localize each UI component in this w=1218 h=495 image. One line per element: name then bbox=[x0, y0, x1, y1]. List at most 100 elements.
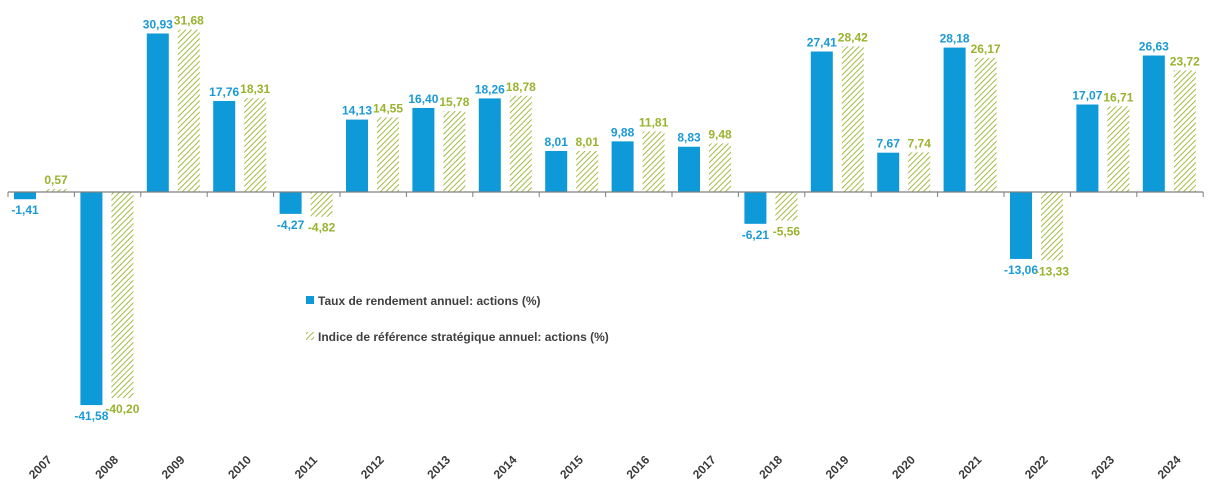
value-label-series-b-2023: 16,71 bbox=[1103, 90, 1133, 104]
value-labels: -1,41 0,57 -41,58-40,20 30,93 31,68 17,76 18,3… bbox=[11, 14, 1200, 423]
value-label-series-a-2014: 18,26 bbox=[475, 82, 505, 96]
x-tick-label-2014: 2014 bbox=[491, 453, 520, 482]
value-label-series-a-2018: -6,21 bbox=[742, 228, 770, 242]
bar-series-a-2024 bbox=[1142, 55, 1165, 192]
legend-item-series-a: Taux de rendement annuel: actions (%) bbox=[306, 294, 540, 308]
value-label-series-b-2012: 14,55 bbox=[373, 101, 403, 115]
value-label-series-a-2015: 8,01 bbox=[545, 135, 569, 149]
value-label-series-a-2023: 17,07 bbox=[1072, 89, 1102, 103]
x-tick-label-2016: 2016 bbox=[624, 453, 653, 482]
bar-series-a-2022 bbox=[1010, 192, 1032, 259]
bar-series-a-2019 bbox=[810, 51, 833, 193]
value-label-series-a-2012: 14,13 bbox=[342, 104, 372, 118]
bar-series-b-2009 bbox=[177, 29, 200, 192]
value-label-series-a-2019: 27,41 bbox=[807, 36, 837, 50]
legend: Taux de rendement annuel: actions (%) In… bbox=[306, 294, 609, 344]
bar-series-b-2021 bbox=[974, 57, 997, 192]
value-label-series-a-2024: 26,63 bbox=[1139, 40, 1169, 54]
x-tick-label-2015: 2015 bbox=[557, 453, 586, 482]
bar-series-b-2010 bbox=[244, 98, 267, 192]
x-tick-label-2020: 2020 bbox=[889, 453, 918, 482]
value-label-series-b-2022: -13,33 bbox=[1035, 264, 1069, 278]
x-tick-label-2019: 2019 bbox=[823, 453, 852, 482]
value-label-series-b-2013: 15,78 bbox=[439, 95, 469, 109]
x-tick-label-2023: 2023 bbox=[1088, 453, 1117, 482]
value-label-series-b-2010: 18,31 bbox=[240, 82, 270, 96]
x-tick-label-2021: 2021 bbox=[956, 453, 985, 482]
x-tick-label-2010: 2010 bbox=[225, 453, 254, 482]
legend-swatch-series-a bbox=[306, 296, 314, 304]
x-tick-label-2008: 2008 bbox=[92, 453, 121, 482]
value-label-series-a-2016: 9,88 bbox=[611, 125, 635, 139]
bar-series-b-2011 bbox=[310, 192, 333, 217]
legend-label-series-a: Taux de rendement annuel: actions (%) bbox=[318, 294, 540, 308]
bar-series-a-2018 bbox=[744, 192, 767, 224]
bar-series-a-2021 bbox=[943, 47, 966, 192]
value-label-series-b-2024: 23,72 bbox=[1170, 54, 1200, 68]
x-tick-label-2011: 2011 bbox=[292, 453, 321, 482]
bar-series-a-2017 bbox=[678, 146, 700, 192]
bar-series-a-2010 bbox=[213, 100, 236, 192]
bar-series-b-2008 bbox=[111, 192, 134, 399]
bar-series-b-2019 bbox=[841, 46, 864, 192]
bar-series-b-2023 bbox=[1107, 106, 1130, 192]
bar-series-b-2012 bbox=[377, 117, 399, 192]
value-label-series-b-2008: -40,20 bbox=[105, 402, 139, 416]
x-tick-label-2012: 2012 bbox=[358, 453, 387, 482]
bar-series-b-2015 bbox=[576, 150, 599, 192]
x-tick-label-2022: 2022 bbox=[1022, 453, 1051, 482]
bars-group bbox=[14, 29, 1196, 406]
value-label-series-b-2014: 18,78 bbox=[506, 80, 536, 94]
value-label-series-b-2019: 28,42 bbox=[838, 30, 868, 44]
value-label-series-a-2010: 17,76 bbox=[209, 85, 239, 99]
bar-series-b-2024 bbox=[1173, 70, 1196, 192]
value-label-series-b-2016: 11,81 bbox=[639, 115, 669, 129]
bar-series-b-2018 bbox=[775, 192, 798, 221]
value-label-series-b-2017: 9,48 bbox=[708, 127, 732, 141]
value-label-series-a-2007: -1,41 bbox=[11, 203, 39, 217]
bar-series-b-2014 bbox=[509, 95, 532, 192]
bar-series-a-2011 bbox=[279, 192, 302, 214]
bar-series-b-2017 bbox=[709, 143, 731, 192]
bar-series-b-2016 bbox=[642, 131, 665, 192]
value-label-series-b-2007: 0,57 bbox=[44, 173, 68, 187]
value-label-series-a-2021: 28,18 bbox=[940, 32, 970, 46]
value-label-series-a-2017: 8,83 bbox=[677, 131, 701, 145]
value-label-series-b-2020: 7,74 bbox=[908, 136, 932, 150]
x-tick-label-2009: 2009 bbox=[159, 453, 188, 482]
x-tick-labels: 2007 2008 2009 2010 2011 2012 2013 2014 2015 2016… bbox=[26, 453, 1184, 482]
bar-series-a-2016 bbox=[611, 141, 634, 192]
bar-series-a-2015 bbox=[545, 150, 568, 192]
value-label-series-a-2009: 30,93 bbox=[143, 17, 173, 31]
x-tick-label-2007: 2007 bbox=[26, 453, 55, 482]
x-axis bbox=[7, 191, 1204, 197]
value-label-series-a-2013: 16,40 bbox=[408, 92, 438, 106]
bar-series-a-2020 bbox=[877, 152, 900, 192]
value-label-series-a-2011: -4,27 bbox=[277, 218, 305, 232]
value-label-series-b-2009: 31,68 bbox=[174, 14, 204, 28]
x-tick-label-2024: 2024 bbox=[1155, 453, 1184, 482]
legend-swatch-series-b bbox=[306, 332, 314, 340]
value-label-series-a-2022: -13,06 bbox=[1004, 263, 1038, 277]
bar-series-a-2013 bbox=[412, 107, 435, 192]
value-label-series-b-2018: -5,56 bbox=[773, 224, 801, 238]
legend-label-series-b: Indice de référence stratégique annuel: … bbox=[318, 330, 609, 344]
x-tick-label-2017: 2017 bbox=[690, 453, 719, 482]
bar-series-a-2012 bbox=[346, 119, 368, 192]
bar-series-a-2023 bbox=[1076, 104, 1099, 192]
value-label-series-b-2015: 8,01 bbox=[576, 135, 600, 149]
bar-series-a-2008 bbox=[80, 192, 103, 406]
bar-series-b-2022 bbox=[1041, 192, 1063, 261]
bar-series-b-2007 bbox=[45, 189, 67, 192]
bar-series-a-2007 bbox=[14, 192, 36, 200]
value-label-series-b-2011: -4,82 bbox=[308, 221, 336, 235]
x-tick-label-2013: 2013 bbox=[424, 453, 453, 482]
bar-series-b-2020 bbox=[908, 152, 931, 192]
value-label-series-b-2021: 26,17 bbox=[971, 42, 1001, 56]
bar-series-a-2009 bbox=[146, 33, 169, 192]
value-label-series-a-2008: -41,58 bbox=[74, 409, 108, 423]
legend-item-series-b: Indice de référence stratégique annuel: … bbox=[306, 330, 609, 344]
x-tick-label-2018: 2018 bbox=[756, 453, 785, 482]
bar-series-a-2014 bbox=[478, 98, 501, 192]
